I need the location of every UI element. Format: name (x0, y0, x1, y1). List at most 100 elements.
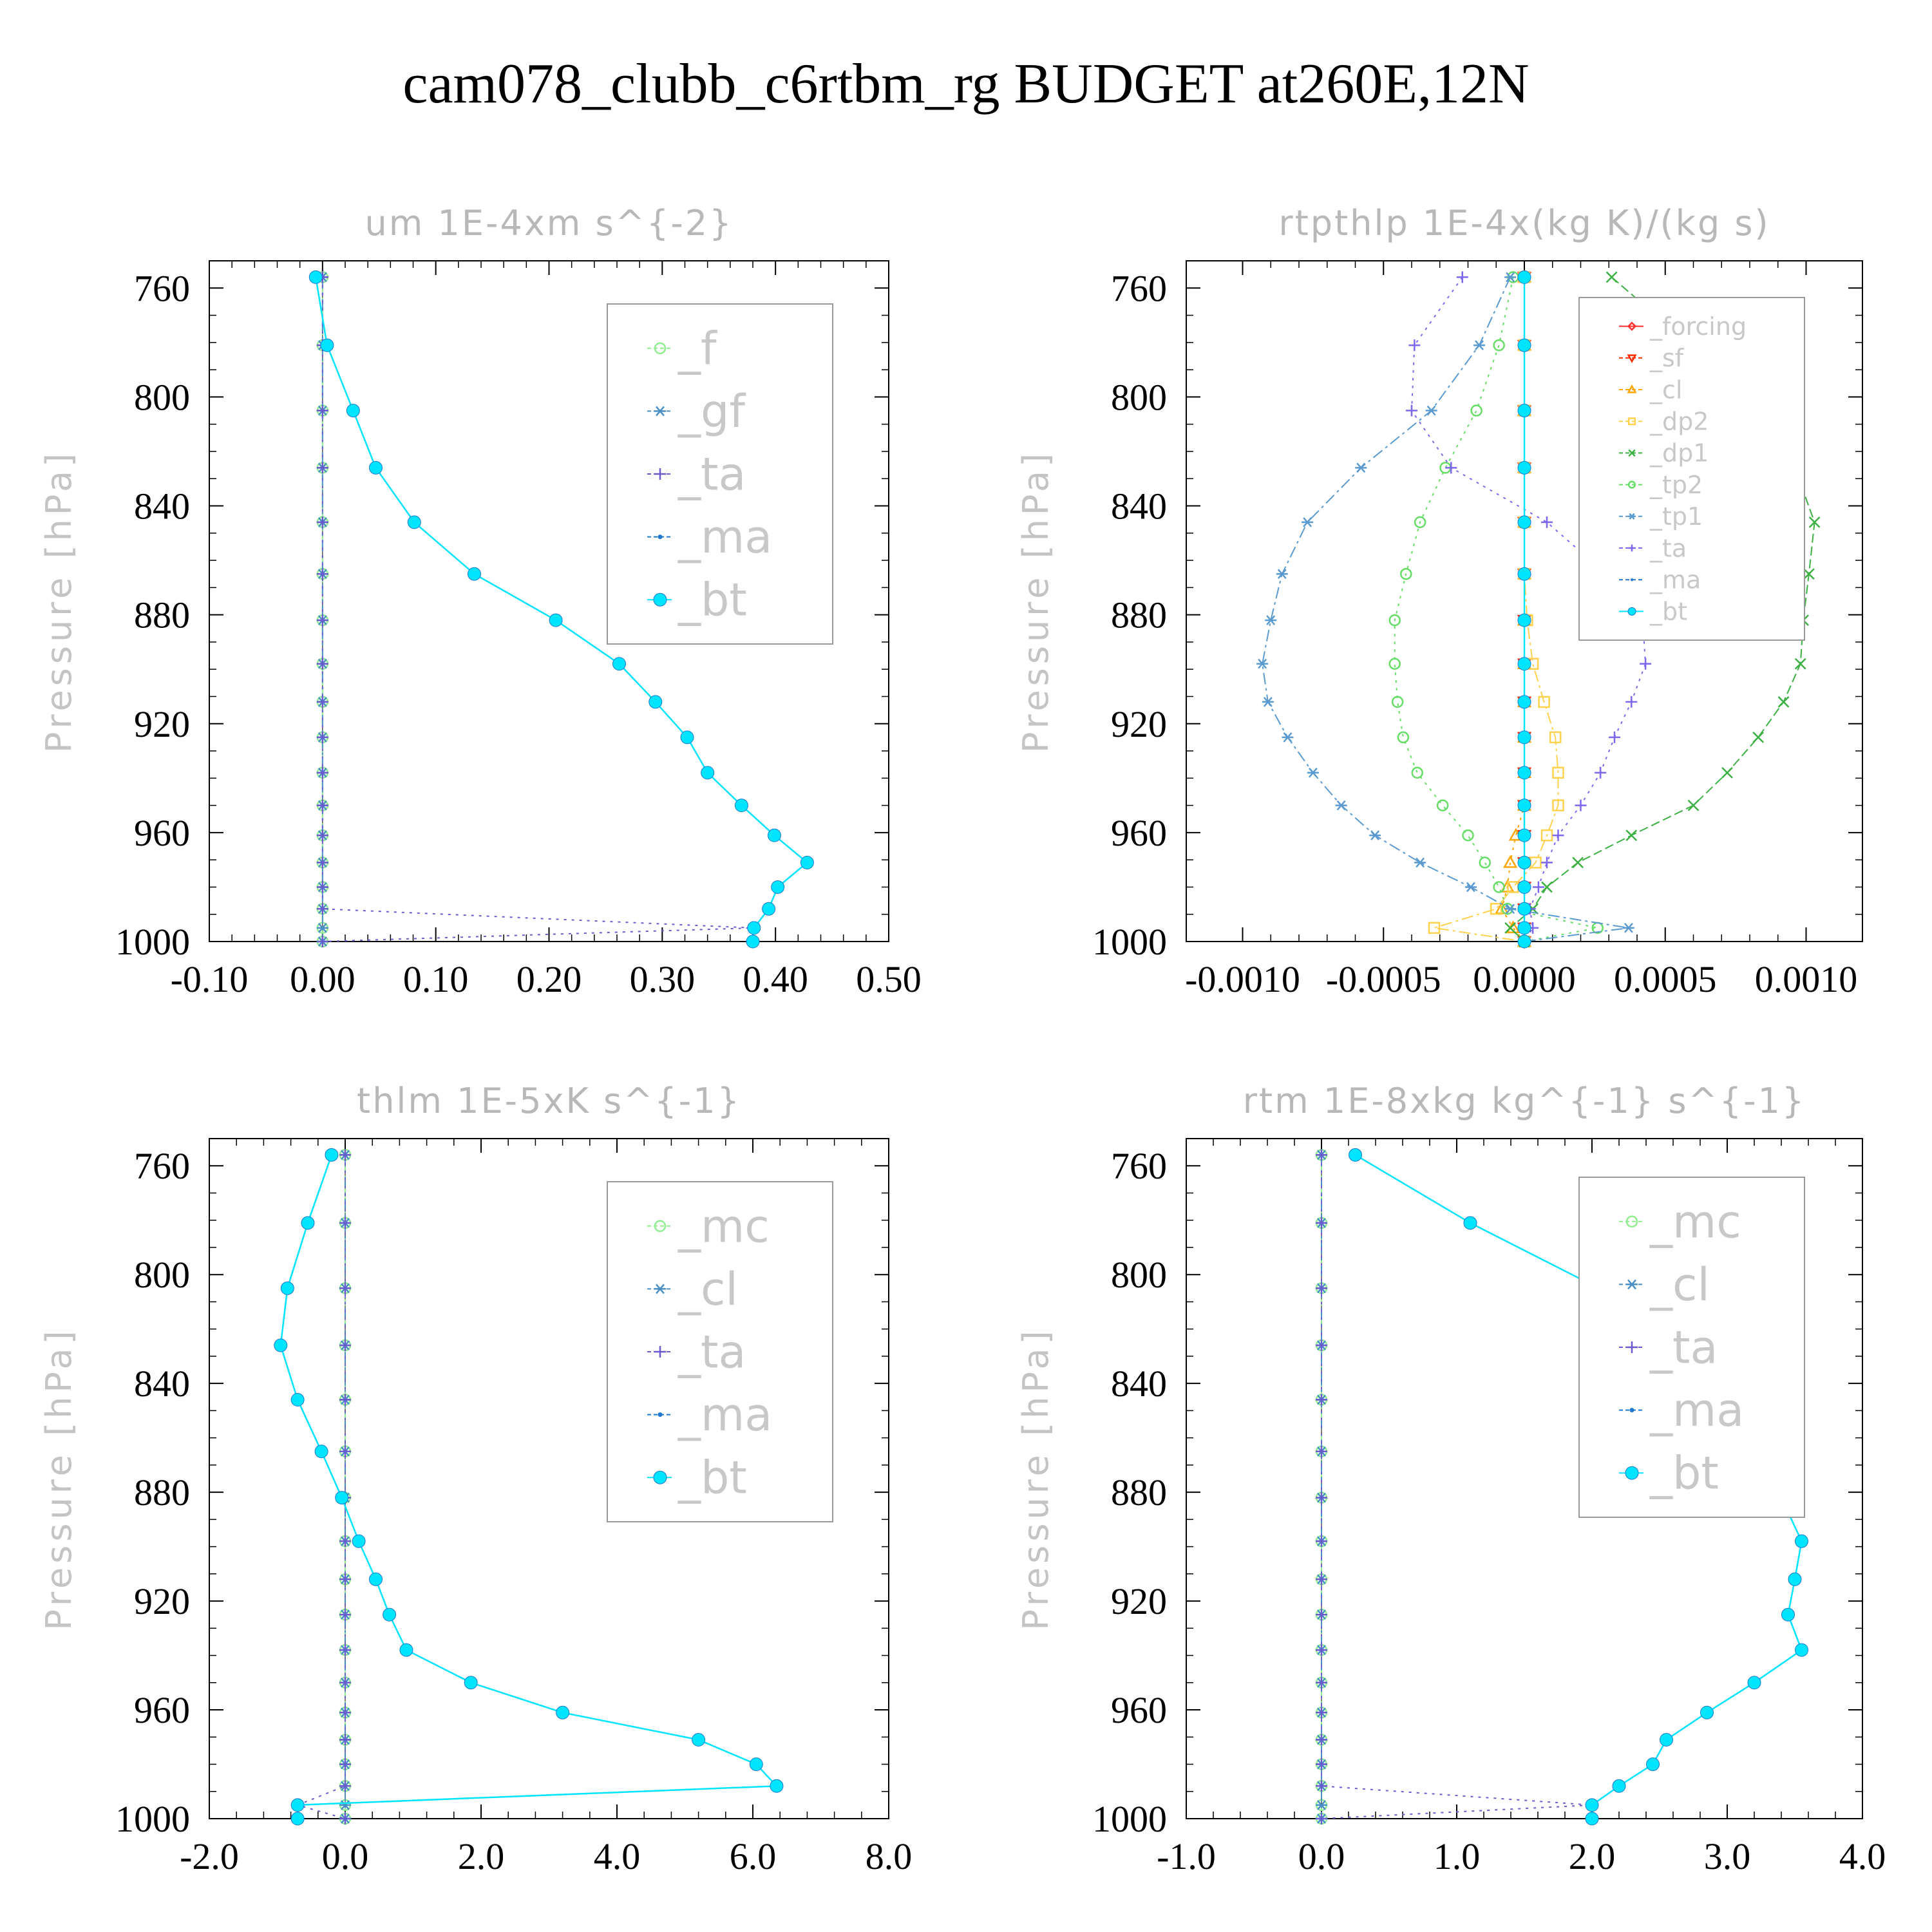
x-tick-label: 0.0 (1298, 1835, 1345, 1877)
data-point (1517, 695, 1531, 709)
legend-box (1578, 297, 1805, 641)
panel-title: rtpthlp 1E-4x(kg K)/(kg s) (1278, 203, 1770, 243)
y-tick-label: 760 (134, 267, 190, 309)
x-tick-label: 0.0 (322, 1835, 369, 1877)
legend-label: _dp2 (1649, 408, 1709, 436)
legend-label: _ta (677, 1326, 746, 1379)
legend-marker (1625, 1215, 1638, 1228)
series-line (1434, 277, 1559, 942)
data-point (1541, 857, 1553, 869)
y-tick-label: 880 (134, 594, 190, 636)
data-point (1700, 1705, 1714, 1719)
data-point (762, 902, 776, 916)
data-point (1803, 568, 1815, 580)
legend-label: _cl (677, 1263, 738, 1316)
data-point (1552, 799, 1564, 811)
legend-label: _dp1 (1649, 439, 1709, 468)
data-point (316, 857, 328, 869)
legend-marker (1627, 480, 1636, 489)
series-bt (1517, 270, 1531, 949)
y-tick-label: 760 (134, 1145, 190, 1187)
x-tick-label: 0.0010 (1755, 958, 1858, 1000)
data-point (1425, 405, 1437, 416)
data-point (1640, 658, 1652, 670)
legend-marker (1625, 1466, 1639, 1480)
data-point (1316, 1217, 1327, 1229)
legend: _mc _cl _ta _ma _bt (1578, 1177, 1805, 1518)
data-point (1349, 1148, 1362, 1162)
figure-title: cam078_clubb_c6rtbm_rg BUDGET at260E,12N (402, 53, 1530, 115)
y-tick-label: 760 (1111, 267, 1167, 309)
data-point (339, 1609, 351, 1621)
y-tick-label: 960 (1111, 1689, 1167, 1731)
data-point (649, 695, 663, 709)
data-point (316, 799, 328, 811)
data-point (1625, 696, 1638, 708)
data-point (325, 1148, 339, 1162)
data-point (1490, 903, 1502, 915)
data-point (339, 1340, 351, 1352)
data-point (339, 1535, 351, 1548)
data-point (316, 462, 328, 474)
legend-label: _sf (1649, 344, 1685, 372)
data-point (1795, 1643, 1808, 1657)
y-tick-label: 800 (1111, 1254, 1167, 1296)
data-point (1335, 800, 1347, 811)
data-point (1316, 1492, 1327, 1504)
legend-label: _ma (677, 1388, 772, 1441)
legend-label: _cl (1649, 1258, 1710, 1311)
data-point (316, 829, 328, 842)
data-point (556, 1705, 570, 1719)
y-tick-label: 880 (1111, 594, 1167, 636)
legend-marker (654, 342, 667, 355)
series-line (321, 277, 753, 942)
y-tick-label: 960 (1111, 812, 1167, 854)
x-tick-label: 0.20 (516, 958, 582, 1000)
legend-marker (653, 1470, 667, 1484)
data-point (1605, 271, 1618, 283)
data-point (1406, 404, 1417, 417)
legend-marker (658, 535, 663, 540)
data-point (1316, 1609, 1327, 1621)
data-point (1781, 1607, 1795, 1622)
legend-marker (1630, 578, 1634, 582)
legend-label: _ma (677, 511, 772, 564)
data-point (1436, 799, 1449, 811)
y-axis-label: Pressure [hPa] (1016, 450, 1056, 753)
legend-label: _ma (1649, 1384, 1744, 1437)
series-line (1394, 277, 1598, 942)
legend-label: _gf (677, 385, 746, 438)
x-tick-label: 0.00 (290, 958, 355, 1000)
y-axis-label: Pressure [hPa] (1016, 1327, 1056, 1630)
data-point (339, 1780, 351, 1792)
data-point (1316, 1573, 1327, 1586)
data-point (1316, 1644, 1327, 1656)
data-point (749, 1757, 763, 1772)
data-point (1316, 1445, 1327, 1457)
data-point (1316, 1282, 1327, 1294)
plot-frame (1186, 1138, 1863, 1819)
legend-marker (654, 1283, 666, 1294)
data-point (1316, 1780, 1327, 1792)
data-point (352, 1534, 366, 1548)
data-point (1462, 829, 1474, 842)
x-tick-label: 8.0 (866, 1835, 913, 1877)
data-point (1256, 658, 1269, 669)
data-point (701, 766, 715, 780)
data-point (1795, 1534, 1808, 1548)
y-tick-label: 960 (134, 1689, 190, 1731)
data-point (383, 1607, 397, 1622)
data-point (464, 1676, 478, 1690)
legend-marker (654, 468, 666, 480)
data-point (1517, 515, 1531, 529)
data-point (1473, 340, 1485, 350)
data-point (1316, 1149, 1327, 1161)
data-point (1517, 338, 1531, 352)
data-point (1411, 766, 1423, 779)
data-point (1552, 766, 1564, 779)
legend-marker (1627, 384, 1637, 393)
x-tick-label: -2.0 (180, 1835, 239, 1877)
y-tick-label: 760 (1111, 1145, 1167, 1187)
data-point (612, 657, 627, 671)
